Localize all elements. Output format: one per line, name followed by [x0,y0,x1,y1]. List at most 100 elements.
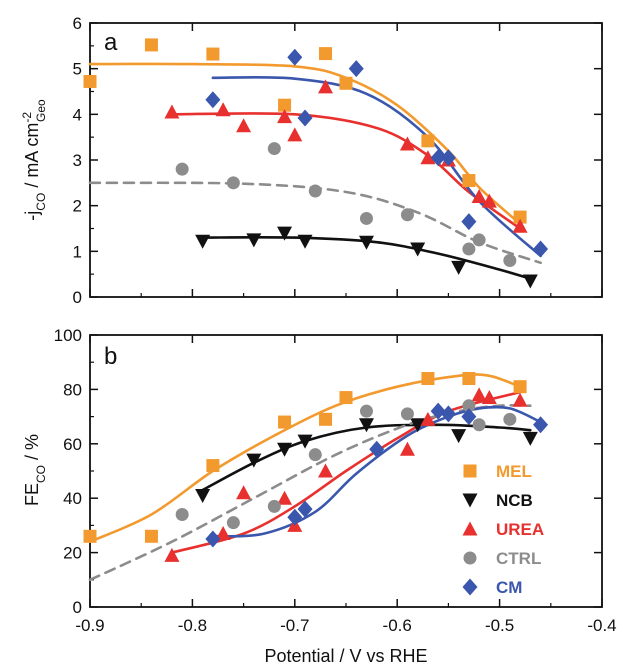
point-ncb [522,274,538,289]
panel-b-y-tick-label: 40 [63,489,82,508]
legend-marker-mel [463,464,477,478]
point-ctrl [503,412,517,426]
point-mel [339,76,353,90]
point-cm [348,60,364,78]
point-ncb [297,434,313,449]
panel-a-letter: a [104,29,118,56]
panel-a-y-tick-label: 5 [73,60,82,79]
panel-b-y-tick-label: 100 [54,326,82,345]
point-ctrl [226,516,240,530]
point-cm [461,408,477,426]
point-cm [461,213,477,231]
panel-a-data-points [83,38,549,289]
point-urea [512,218,528,233]
point-mel [206,47,220,61]
point-ncb [522,431,538,446]
point-urea [471,387,487,402]
panel-a-y-tick-label: 0 [73,288,82,307]
panel-a-ylabel-rest: / mA cm [22,123,42,193]
point-ctrl [503,253,517,267]
x-tick-labels: -0.9 -0.8 -0.7 -0.6 -0.5 -0.4 [75,616,616,635]
point-ncb [246,233,262,248]
point-mel [144,38,158,52]
point-urea [420,150,436,165]
point-cm [287,508,303,526]
panel-b-data-points [83,372,549,562]
point-ctrl [462,399,476,413]
legend-label-cm: CM [496,578,522,597]
point-urea [471,189,487,204]
point-ncb [410,242,426,257]
point-mel [513,210,527,224]
point-ncb [297,234,313,249]
point-cm [440,149,456,167]
panel-b-y-tick-label: 20 [63,544,82,563]
point-mel [339,391,353,405]
panel-a-ylabel-sub: CO [34,193,48,211]
point-urea [399,136,415,151]
x-tick-label: -0.5 [485,616,514,635]
point-ctrl [462,242,476,256]
panel-a-y-tick-label: 1 [73,242,82,261]
point-urea [512,392,528,407]
point-cm [440,405,456,423]
point-ctrl [267,499,281,513]
point-cm [297,109,313,127]
point-mel [319,47,333,61]
fit-line-mel [88,62,522,226]
x-tick-label: -0.6 [383,616,412,635]
x-tick-label: -0.4 [587,616,616,635]
point-cm [205,530,221,548]
point-mel [319,412,333,426]
point-ctrl [175,508,189,522]
panel-a-y-tick-label: 2 [73,197,82,216]
point-cm [533,240,549,258]
panel-a: 0 1 2 3 4 5 6 a -jCO / mA cm-2Geo [20,14,603,307]
panel-b-y-tick-label: 60 [63,435,82,454]
point-mel [83,529,97,543]
legend-label-urea: UREA [496,520,544,539]
legend-marker-urea [462,521,478,536]
point-mel [278,415,292,429]
panel-b-letter: b [104,343,117,370]
point-urea [481,193,497,208]
panel-a-y-tick-label: 3 [73,151,82,170]
panel-b-y-axis-title: FECO / % [22,434,48,506]
point-urea [277,490,293,505]
point-ncb [277,442,293,457]
panel-b-ylabel-rest: / % [22,434,42,465]
point-ncb [277,226,293,241]
point-ncb [451,260,467,275]
fit-line-ctrl [88,404,532,582]
fit-line-ncb [201,235,532,280]
point-urea [164,547,180,562]
panel-b-y-tick-label: 0 [73,598,82,617]
point-ctrl [359,404,373,418]
panel-b-y-tick-label: 80 [63,380,82,399]
panel-b-ylabel-main: FE [22,483,42,506]
point-mel [278,98,292,112]
point-cm [430,149,446,167]
panel-a-ylabel-sup: -2 [20,112,34,123]
panel-a-y-tick-label: 4 [73,105,82,124]
point-ncb [358,418,374,433]
point-ctrl [308,448,322,462]
fit-line-cm [211,75,542,258]
point-ncb [246,453,262,468]
point-ncb [195,234,211,249]
point-ctrl [267,142,281,156]
x-tick-label: -0.7 [280,616,309,635]
legend-label-mel: MEL [496,462,532,481]
point-ctrl [359,211,373,225]
panel-a-y-axis-title: -jCO / mA cm-2Geo [20,99,48,221]
panel-a-ticks [89,22,603,298]
point-ctrl [308,184,322,198]
x-axis-title: Potential / V vs RHE [264,646,427,666]
legend: MEL NCB UREA CTRL CM [462,462,544,597]
fit-line-cm [211,405,542,538]
point-cm [533,416,549,434]
legend-label-ncb: NCB [496,491,533,510]
point-mel [462,372,476,386]
fit-line-mel [88,373,522,543]
